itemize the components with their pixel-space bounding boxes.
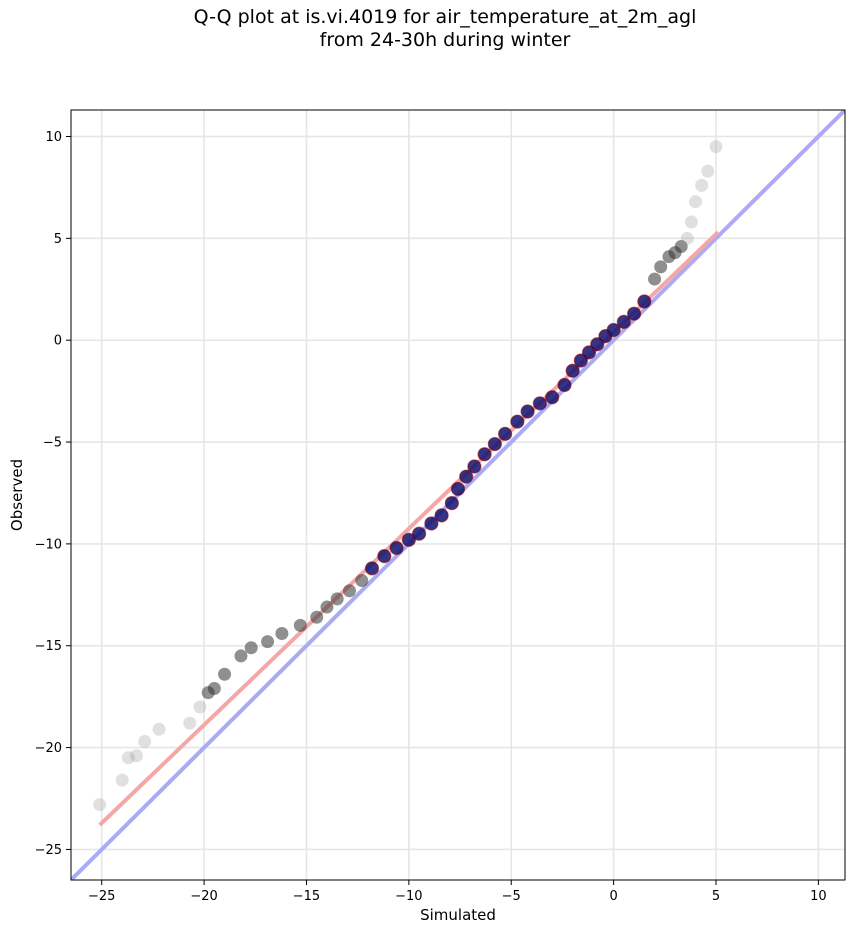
data-point-15 (293, 618, 307, 632)
data-point-19 (342, 584, 356, 598)
plot-frame (70, 109, 846, 881)
y-tick-label-0: −25 (35, 843, 62, 858)
y-tick-label-2: −15 (35, 639, 62, 654)
data-point-28 (444, 496, 459, 511)
y-tick-label-7: 10 (45, 130, 62, 145)
chart-title-line2: from 24-30h during winter (319, 29, 571, 51)
data-points (93, 140, 723, 812)
x-tick-label-5: 0 (609, 889, 617, 904)
x-tick-label-7: 10 (810, 889, 827, 904)
x-tick-label-1: −20 (190, 889, 217, 904)
y-tick-label-4: −5 (43, 436, 62, 451)
chart-title-line1: Q-Q plot at is.vi.4019 for air_temperatu… (193, 6, 697, 28)
data-point-13 (261, 635, 275, 649)
y-axis-ticks: −25 −20 −15 −10 −5 0 5 10 (35, 130, 71, 858)
x-tick-label-4: −5 (502, 889, 521, 904)
data-point-40 (565, 363, 580, 378)
data-point-36 (520, 404, 535, 419)
x-axis-label: Simulated (420, 906, 496, 924)
data-point-21 (364, 561, 380, 576)
data-point-18 (330, 592, 344, 606)
data-point-45 (606, 322, 621, 338)
data-point-10 (218, 667, 232, 681)
data-point-29 (450, 481, 466, 496)
data-point-39 (557, 377, 572, 393)
data-point-24 (401, 532, 416, 547)
data-point-27 (434, 508, 449, 523)
y-tick-label-1: −20 (35, 741, 62, 756)
data-point-50 (654, 260, 668, 274)
data-point-1 (115, 773, 129, 787)
data-point-14 (275, 627, 289, 641)
data-point-34 (497, 426, 513, 441)
data-point-37 (532, 396, 548, 411)
x-tick-label-6: 5 (712, 889, 720, 904)
data-point-26 (424, 516, 439, 531)
x-tick-label-0: −25 (88, 889, 115, 904)
data-point-35 (510, 414, 525, 429)
x-tick-label-3: −10 (395, 889, 422, 904)
data-point-58 (701, 164, 715, 178)
data-point-38 (545, 390, 560, 405)
data-point-4 (138, 734, 152, 748)
data-point-16 (310, 610, 324, 624)
x-axis-ticks: −25 −20 −15 −10 −5 0 5 10 (88, 880, 827, 904)
data-point-0 (93, 798, 107, 812)
data-point-7 (193, 700, 207, 714)
data-point-23 (389, 540, 404, 556)
y-tick-label-3: −10 (35, 537, 62, 552)
data-point-25 (411, 526, 427, 541)
data-point-20 (355, 574, 369, 588)
data-point-33 (487, 436, 502, 452)
data-point-22 (377, 549, 392, 564)
y-tick-label-5: 0 (54, 334, 62, 349)
data-point-11 (234, 649, 248, 663)
data-point-53 (674, 239, 688, 253)
data-point-46 (616, 314, 631, 329)
data-point-57 (695, 178, 709, 192)
data-point-32 (477, 447, 492, 462)
chart-title: Q-Q plot at is.vi.4019 for air_temperatu… (0, 6, 854, 52)
data-point-59 (709, 140, 723, 154)
data-point-5 (152, 722, 166, 736)
x-tick-label-2: −15 (293, 889, 320, 904)
y-axis-label: Observed (8, 459, 26, 531)
y-tick-label-6: 5 (54, 232, 62, 247)
data-point-3 (130, 749, 144, 763)
data-point-9 (207, 682, 221, 696)
grid (71, 110, 845, 880)
data-point-30 (459, 469, 474, 484)
data-point-31 (467, 459, 482, 474)
data-point-17 (320, 600, 334, 614)
data-point-56 (689, 195, 703, 209)
data-point-47 (626, 306, 642, 321)
data-point-12 (244, 641, 258, 655)
data-point-54 (680, 231, 694, 245)
data-point-55 (684, 215, 698, 229)
data-point-48 (637, 294, 652, 309)
data-point-49 (648, 272, 662, 286)
data-point-2 (121, 751, 135, 765)
data-point-6 (183, 716, 197, 730)
